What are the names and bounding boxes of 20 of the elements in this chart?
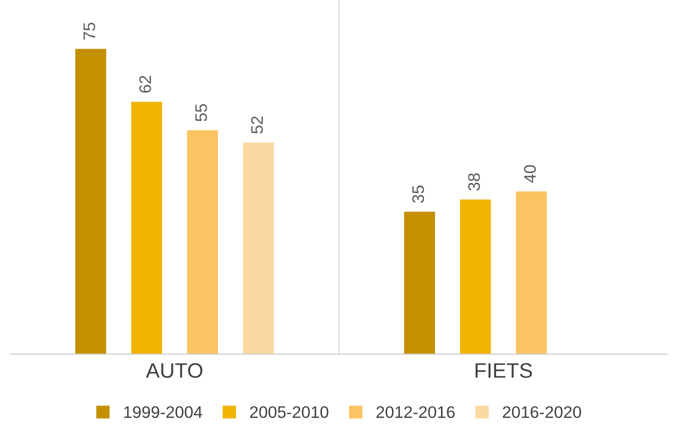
data-label: 38 [468,173,480,191]
data-label: 40 [524,165,536,183]
bar [404,212,436,354]
data-label: 75 [84,22,96,40]
data-label: 55 [195,104,208,122]
bar [516,191,547,354]
bar [75,48,106,354]
bar [187,130,218,354]
bar [131,102,162,354]
data-label: 52 [251,116,263,134]
x-tick-label: AUTO [146,363,202,378]
legend-label: 2012-2016 [376,406,455,418]
legend-label: 2005-2010 [250,406,328,418]
legend-label: 1999-2004 [124,406,202,418]
bar [242,142,274,354]
data-label: 62 [139,76,152,93]
data-label: 35 [412,186,424,203]
legend-label: 2016-2020 [502,406,582,418]
x-tick-label: FIETS [476,363,532,378]
bar [460,200,491,354]
